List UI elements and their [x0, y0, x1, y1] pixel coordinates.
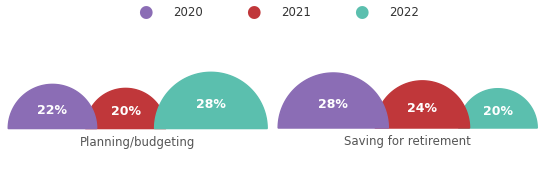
Polygon shape: [8, 84, 97, 129]
Text: 24%: 24%: [407, 102, 437, 115]
Text: Saving for retirement: Saving for retirement: [345, 135, 471, 148]
Polygon shape: [458, 89, 537, 128]
Text: 2022: 2022: [389, 6, 419, 19]
Text: Planning/budgeting: Planning/budgeting: [80, 136, 195, 149]
Text: 28%: 28%: [196, 99, 226, 111]
Text: 20%: 20%: [483, 105, 513, 118]
Polygon shape: [278, 73, 388, 128]
Text: 22%: 22%: [37, 103, 68, 117]
Text: ●: ●: [247, 3, 261, 21]
Text: 2021: 2021: [281, 6, 310, 19]
Text: ●: ●: [139, 3, 153, 21]
Text: 20%: 20%: [111, 105, 140, 118]
Text: ●: ●: [355, 3, 369, 21]
Polygon shape: [375, 81, 470, 128]
Polygon shape: [85, 88, 166, 129]
Text: 28%: 28%: [318, 98, 348, 111]
Text: 2020: 2020: [173, 6, 202, 19]
Polygon shape: [154, 72, 267, 129]
